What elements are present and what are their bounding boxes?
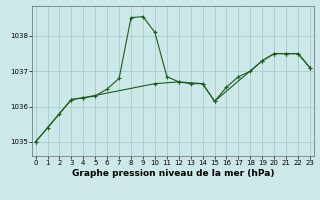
X-axis label: Graphe pression niveau de la mer (hPa): Graphe pression niveau de la mer (hPa) [72,169,274,178]
